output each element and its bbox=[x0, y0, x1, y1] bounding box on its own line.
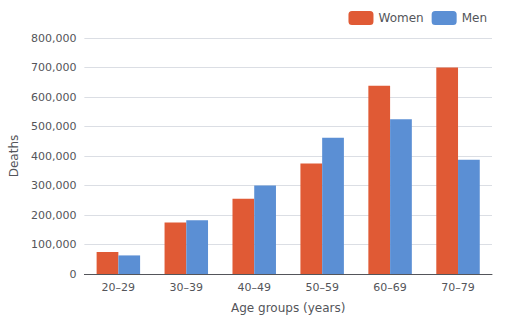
svg-text:100,000: 100,000 bbox=[31, 238, 77, 251]
svg-text:600,000: 600,000 bbox=[31, 91, 77, 104]
svg-text:20–29: 20–29 bbox=[102, 281, 136, 294]
svg-text:30–39: 30–39 bbox=[170, 281, 204, 294]
svg-text:Women: Women bbox=[378, 11, 423, 25]
svg-text:500,000: 500,000 bbox=[31, 120, 77, 133]
svg-text:200,000: 200,000 bbox=[31, 209, 77, 222]
svg-text:0: 0 bbox=[69, 268, 76, 281]
svg-text:Deaths: Deaths bbox=[7, 135, 21, 178]
svg-text:60–69: 60–69 bbox=[373, 281, 407, 294]
svg-text:800,000: 800,000 bbox=[31, 32, 77, 45]
svg-text:50–59: 50–59 bbox=[305, 281, 339, 294]
svg-text:700,000: 700,000 bbox=[31, 61, 77, 74]
svg-text:400,000: 400,000 bbox=[31, 150, 77, 163]
svg-text:70–79: 70–79 bbox=[441, 281, 475, 294]
svg-text:40–49: 40–49 bbox=[237, 281, 271, 294]
svg-text:300,000: 300,000 bbox=[31, 179, 77, 192]
svg-text:Age groups (years): Age groups (years) bbox=[231, 301, 345, 315]
svg-text:Men: Men bbox=[462, 11, 487, 25]
